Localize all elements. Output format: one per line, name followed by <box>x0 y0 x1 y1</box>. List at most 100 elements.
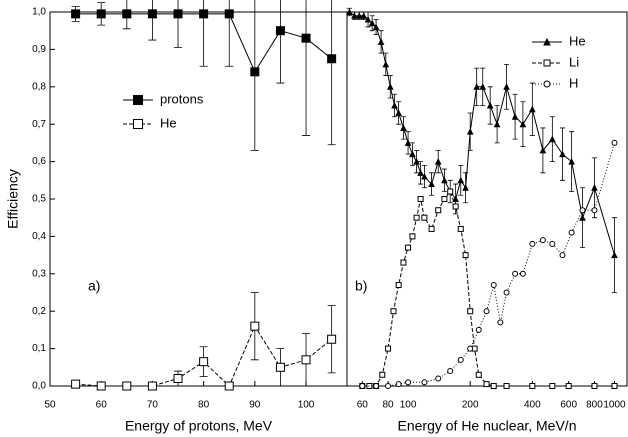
marker <box>611 383 618 389</box>
marker <box>493 120 501 128</box>
marker <box>559 252 566 259</box>
annotation: b) <box>355 278 367 294</box>
marker <box>435 375 442 382</box>
marker <box>372 23 380 30</box>
x-tick-label: 90 <box>249 400 261 411</box>
marker <box>395 282 402 289</box>
plot-frame <box>49 11 348 387</box>
marker <box>447 368 454 375</box>
marker <box>359 383 366 389</box>
marker <box>490 282 497 289</box>
marker <box>199 9 209 19</box>
marker <box>373 383 380 389</box>
error-bar <box>302 0 311 136</box>
marker <box>122 9 132 19</box>
legend-label: protons <box>160 91 204 106</box>
plot-frame <box>346 11 628 387</box>
marker <box>327 334 337 344</box>
marker <box>250 321 260 331</box>
y-axis-label: Efficiency <box>5 169 21 229</box>
y-tick-label: 0,6 <box>32 156 46 167</box>
y-tick-label: 0,4 <box>32 231 46 242</box>
marker <box>447 188 454 195</box>
marker <box>549 240 556 247</box>
marker <box>366 383 373 389</box>
marker <box>490 383 497 389</box>
marker <box>199 357 209 367</box>
marker <box>173 9 183 19</box>
marker <box>301 33 311 43</box>
marker <box>390 308 397 315</box>
marker <box>147 9 157 19</box>
x-tick-label: 100 <box>298 400 315 411</box>
legend-marker <box>543 59 551 67</box>
marker <box>503 383 510 389</box>
legend-marker <box>543 37 551 46</box>
x-tick-label: 80 <box>382 400 394 411</box>
x-tick-label: 1000 <box>603 400 626 411</box>
marker <box>404 139 412 146</box>
marker <box>417 169 424 176</box>
legend-label: Li <box>569 54 579 69</box>
marker <box>519 270 526 277</box>
x-tick-label: 600 <box>560 400 577 411</box>
marker <box>473 83 480 90</box>
y-tick-label: 0,7 <box>32 119 46 130</box>
marker <box>549 383 556 389</box>
legend-marker <box>133 119 143 129</box>
error-bar <box>174 0 183 48</box>
marker <box>250 67 260 77</box>
marker <box>519 120 527 128</box>
y-tick-label: 0,2 <box>32 306 46 317</box>
marker <box>385 345 392 352</box>
marker <box>421 172 428 180</box>
marker <box>368 19 376 27</box>
series-line <box>362 142 615 387</box>
marker <box>421 379 428 386</box>
marker <box>486 101 494 109</box>
marker <box>435 207 442 214</box>
marker <box>275 362 285 372</box>
marker <box>549 135 556 143</box>
marker <box>413 214 420 221</box>
marker <box>503 83 510 90</box>
legend-label: He <box>160 115 177 130</box>
marker <box>327 54 337 64</box>
marker <box>611 251 618 259</box>
x-tick-label: 70 <box>147 400 159 411</box>
marker <box>452 203 459 210</box>
marker <box>568 157 575 165</box>
marker <box>479 83 487 90</box>
x-tick-label: 50 <box>44 400 56 411</box>
marker <box>428 225 435 232</box>
marker <box>475 371 482 378</box>
marker <box>511 113 519 120</box>
marker <box>441 176 448 184</box>
marker <box>457 225 464 232</box>
marker <box>529 105 536 113</box>
marker <box>529 383 536 389</box>
error-bar <box>148 0 157 41</box>
marker <box>475 326 482 333</box>
y-tick-label: 0,0 <box>32 381 46 392</box>
marker <box>351 12 358 19</box>
marker <box>400 124 407 131</box>
marker <box>400 259 407 266</box>
marker <box>395 381 402 388</box>
y-tick-label: 0,5 <box>32 194 46 205</box>
marker <box>275 26 285 36</box>
marker <box>466 128 474 135</box>
x-tick-label: 800 <box>586 400 603 411</box>
marker <box>565 383 572 389</box>
marker <box>355 12 363 19</box>
marker <box>503 289 510 296</box>
marker <box>568 229 575 236</box>
y-tick-label: 0,9 <box>32 44 46 55</box>
marker <box>224 9 234 19</box>
series-line <box>349 11 615 256</box>
marker <box>457 356 464 363</box>
marker <box>224 381 234 391</box>
marker <box>579 214 586 221</box>
marker <box>413 157 420 165</box>
marker <box>611 139 618 146</box>
